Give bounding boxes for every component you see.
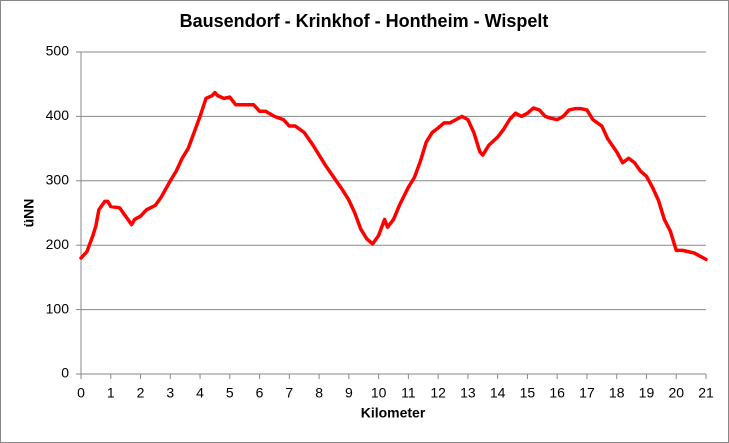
x-tick-label: 2 bbox=[137, 385, 145, 401]
x-tick-label: 17 bbox=[579, 385, 595, 401]
x-tick-label: 16 bbox=[549, 385, 565, 401]
x-tick-label: 9 bbox=[345, 385, 353, 401]
x-tick-label: 14 bbox=[490, 385, 506, 401]
y-tick-label: 0 bbox=[61, 365, 69, 381]
x-tick-label: 12 bbox=[430, 385, 446, 401]
x-tick-label: 19 bbox=[639, 385, 655, 401]
x-tick-label: 10 bbox=[371, 385, 387, 401]
y-tick-label: 400 bbox=[46, 107, 70, 123]
x-tick-label: 6 bbox=[256, 385, 264, 401]
y-tick-label: 200 bbox=[46, 236, 70, 252]
x-tick-label: 8 bbox=[315, 385, 323, 401]
x-tick-label: 3 bbox=[166, 385, 174, 401]
y-tick-label: 500 bbox=[46, 43, 70, 59]
x-tick-label: 5 bbox=[226, 385, 234, 401]
x-tick-label: 15 bbox=[520, 385, 536, 401]
x-tick-label: 7 bbox=[285, 385, 293, 401]
y-tick-label: 100 bbox=[46, 300, 70, 316]
x-tick-label: 11 bbox=[401, 385, 416, 401]
elevation-line bbox=[79, 90, 708, 262]
x-axis-label: Kilometer bbox=[361, 405, 426, 421]
x-tick-label: 18 bbox=[609, 385, 625, 401]
x-tick-label: 21 bbox=[698, 385, 714, 401]
x-tick-label: 0 bbox=[77, 385, 85, 401]
y-axis-label: üNN bbox=[21, 199, 37, 228]
x-tick-label: 13 bbox=[460, 385, 476, 401]
y-tick-label: 300 bbox=[46, 172, 70, 188]
chart-title: Bausendorf - Krinkhof - Hontheim - Wispe… bbox=[180, 11, 549, 31]
x-tick-label: 20 bbox=[668, 385, 684, 401]
x-tick-label: 4 bbox=[196, 385, 204, 401]
x-tick-label: 1 bbox=[107, 385, 115, 401]
